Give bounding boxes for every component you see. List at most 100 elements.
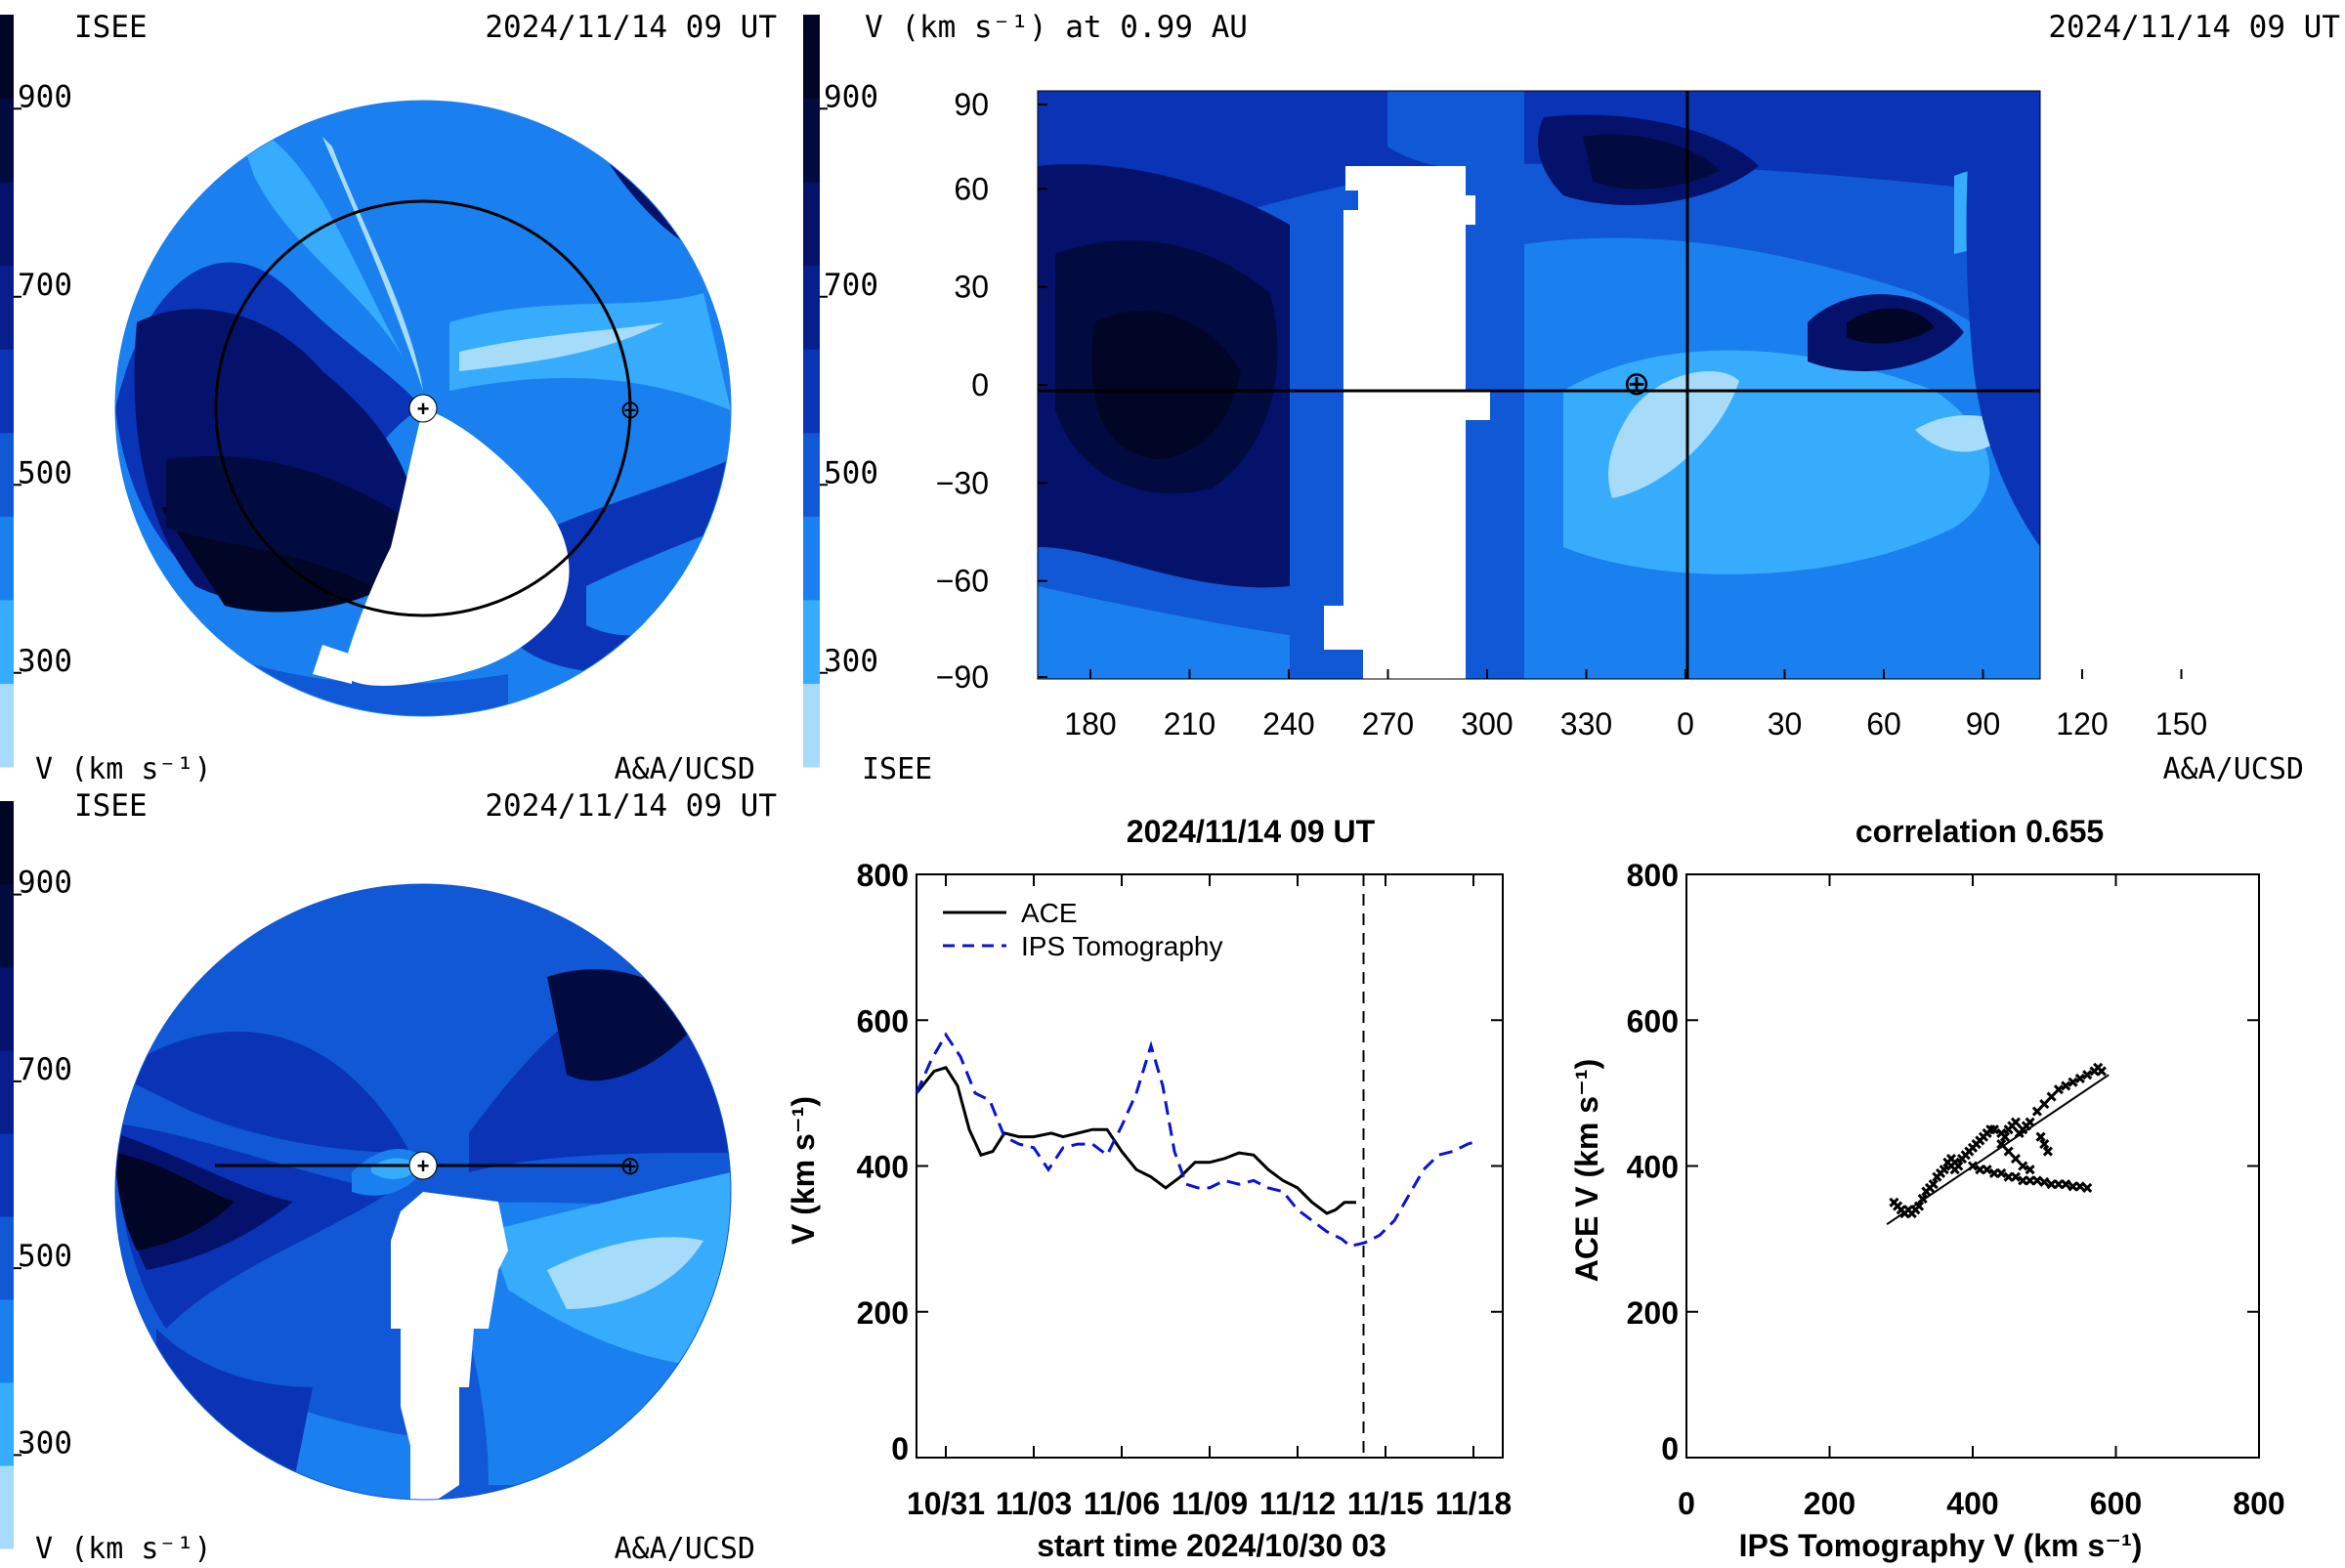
timeseries-legend: ACE IPS Tomography [943, 898, 1223, 961]
colorbar-band [0, 182, 14, 267]
scatter-point [2061, 1179, 2071, 1190]
panel-scatter: correlation 0.655 IPS Tomography V (km s… [1544, 782, 2345, 1563]
colorbar-tick-label: 900 [18, 79, 72, 114]
scatter-point [2082, 1182, 2093, 1193]
colorbar-tick-label: 500 [18, 455, 72, 490]
scatter-point [2039, 1099, 2050, 1110]
series-ips-line [915, 1032, 1480, 1249]
sun-symbol-tl: + [417, 397, 430, 421]
y-tick-label: 0 [891, 1431, 909, 1466]
x-tick-label: 0 [1677, 706, 1694, 742]
sun-symbol-bl: + [417, 1154, 430, 1178]
scatter-point [2042, 1146, 2053, 1157]
synoptic-field [1038, 91, 2040, 679]
scatter-point [1988, 1124, 2000, 1135]
title-synoptic: V (km s⁻¹) at 0.99 AU [865, 10, 1248, 45]
scatter-point [2031, 1106, 2042, 1117]
colorbar-band [0, 1299, 14, 1383]
colorbar-band [803, 683, 820, 768]
scatter-point [1982, 1165, 1992, 1175]
colorbar-band [0, 884, 14, 968]
scatter-point [2068, 1077, 2078, 1087]
scatter-point [2039, 1176, 2050, 1187]
y-tick-label: 400 [1627, 1150, 1679, 1185]
polar-map-bl: 900 700 500 300 ISEE 2024/11/14 09 UT V (km… [0, 788, 777, 1566]
scatter-point [2046, 1091, 2057, 1102]
x-tick-label: 200 [1804, 1486, 1855, 1521]
x-tick-label: 11/09 [1172, 1486, 1248, 1521]
earth-symbol-tr: ⊕ [1623, 365, 1651, 403]
y-tick-label: 400 [857, 1150, 909, 1185]
colorbar-band [803, 349, 820, 434]
scatter-point [1953, 1161, 1964, 1171]
x-tick-label: 800 [2233, 1486, 2284, 1521]
scatter-axes: 800 600 400 200 0 0 200 400 600 800 [1627, 858, 2285, 1521]
colorbar-band [803, 265, 820, 350]
x-tick-label: 30 [1768, 706, 1803, 742]
colorbar-bl: 900 700 500 300 [0, 801, 72, 1549]
scatter-point [2003, 1146, 2014, 1157]
series-ace-line [915, 1066, 1356, 1215]
y-tick-label: 600 [857, 1003, 909, 1038]
units-bl: V (km s⁻¹) [35, 1532, 212, 1563]
colorbar-band [0, 1382, 14, 1466]
scatter-point [2039, 1139, 2050, 1150]
colorbar-band [0, 1465, 14, 1549]
legend-ips-label: IPS Tomography [1021, 931, 1223, 961]
scatter-point [1996, 1167, 2007, 1179]
panel-bottom-left: 900 700 500 300 ISEE 2024/11/14 09 UT V (km… [0, 782, 782, 1566]
x-tick-label: 300 [1461, 706, 1513, 742]
scatter-point [1939, 1165, 1949, 1175]
scatter-points [1886, 1062, 2110, 1226]
y-tick-label: 0 [971, 367, 989, 403]
scatter-point [2035, 1131, 2046, 1142]
x-tick-label: 11/06 [1084, 1486, 1160, 1521]
scatter-point [1928, 1179, 1939, 1190]
credit-tl: A&A/UCSD [615, 752, 756, 782]
credit-bl: A&A/UCSD [615, 1532, 756, 1563]
earth-symbol-bl: ⊕ [619, 1151, 641, 1180]
colorbar-band [0, 98, 14, 183]
label-isee-tr: ISEE [862, 752, 932, 782]
label-isee-tl: ISEE [74, 10, 148, 45]
colorbar-tick-label: 700 [18, 1052, 72, 1087]
timeseries-xlabel: start time 2024/10/30 03 [1037, 1528, 1386, 1563]
date-tr: 2024/11/14 09 UT [2048, 10, 2340, 45]
colorbar-band [803, 432, 820, 517]
scatter-point [2010, 1153, 2022, 1165]
y-tick-label: 200 [1627, 1295, 1679, 1331]
y-tick-label: 600 [1627, 1003, 1679, 1038]
colorbar-band [0, 967, 14, 1051]
credit-tr: A&A/UCSD [2163, 752, 2305, 782]
earth-symbol-tl: ⊕ [619, 395, 641, 424]
timeseries-title: 2024/11/14 09 UT [1127, 814, 1376, 849]
colorbar-band [0, 516, 14, 601]
colorbar-band [0, 1050, 14, 1134]
scatter-point [2082, 1070, 2093, 1081]
timeseries-axes: 800 600 400 200 0 10/31 11/03 11/06 11/09 11/12 11… [857, 858, 1513, 1521]
y-tick-label: 800 [1627, 858, 1679, 893]
scatter-point [2074, 1073, 2085, 1084]
colorbar-band [803, 15, 820, 100]
y-tick-label: −90 [936, 659, 989, 695]
colorbar-tick-label: 700 [18, 268, 72, 303]
scatter-ylabel: ACE V (km s⁻¹) [1569, 1059, 1604, 1282]
scatter-point [2053, 1084, 2064, 1095]
scatter-xlabel: IPS Tomography V (km s⁻¹) [1739, 1528, 2143, 1563]
scatter-point [2061, 1081, 2071, 1091]
panel-timeseries: 2024/11/14 09 UT start time 2024/10/30 0… [782, 782, 1544, 1563]
y-tick-label: 90 [954, 87, 989, 122]
colorbar-band [803, 599, 820, 684]
x-tick-label: 10/31 [907, 1486, 985, 1521]
scatter-point [2018, 1161, 2028, 1171]
units-tl: V (km s⁻¹) [35, 752, 212, 782]
x-tick-label: 11/18 [1435, 1486, 1512, 1521]
colorbar-band [0, 349, 14, 434]
colorbar-tick-label: 700 [824, 268, 878, 303]
x-tick-label: 60 [1866, 706, 1901, 742]
y-tick-label: 0 [1661, 1431, 1679, 1466]
date-tl: 2024/11/14 09 UT [485, 10, 777, 45]
colorbar-band [0, 1133, 14, 1217]
colorbar-tick-label: 300 [824, 644, 878, 679]
colorbar-band [803, 182, 820, 267]
